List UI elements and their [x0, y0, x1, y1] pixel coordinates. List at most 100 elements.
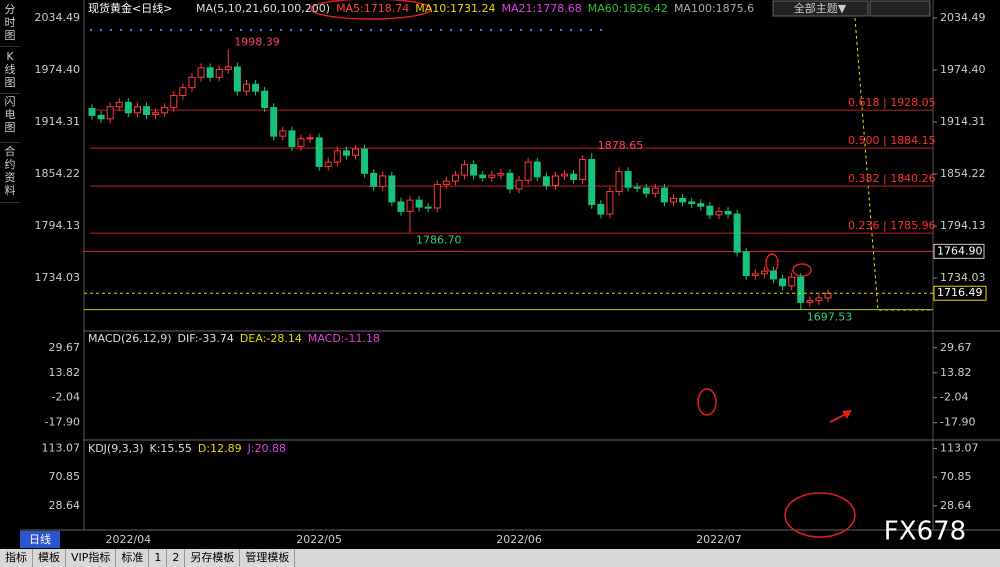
candle-body — [415, 199, 423, 208]
y-tick-label: 70.85 — [940, 470, 972, 483]
candle-body — [715, 210, 723, 216]
candle-body — [497, 172, 505, 176]
candle-body — [697, 203, 705, 207]
legend-text: MA21:1778.68 — [502, 2, 582, 15]
extreme-label: 1697.53 — [807, 311, 853, 324]
legend-text: DEA:-28.14 — [240, 332, 302, 345]
bottom-tab[interactable]: 2 — [167, 549, 186, 567]
candle-body — [806, 300, 814, 303]
sidebar-tab[interactable]: 分时图 — [0, 3, 20, 47]
price-box — [933, 243, 985, 259]
candle-body — [324, 161, 332, 167]
candle-body — [333, 150, 341, 163]
candle-body — [88, 107, 96, 116]
legend-text: MA10:1731.24 — [415, 2, 495, 15]
fib-label: 0.500 | 1884.15 — [848, 134, 936, 147]
y-tick-label: 29.67 — [49, 341, 81, 354]
extreme-label: 1998.39 — [234, 35, 280, 48]
candle-body — [315, 137, 323, 167]
candle-body — [224, 66, 232, 71]
y-tick-label: 1734.03 — [35, 271, 81, 284]
toolbar-icons[interactable] — [869, 0, 931, 17]
candle-body — [306, 137, 314, 140]
candle-body — [133, 106, 141, 114]
candle-body — [261, 90, 269, 109]
x-tick-label: 2022/05 — [296, 533, 342, 546]
candle-body — [588, 159, 596, 206]
y-tick-label: 113.07 — [42, 441, 81, 454]
fib-label: 0.382 | 1840.26 — [848, 172, 936, 185]
candle-body — [424, 206, 432, 209]
legend-text: MA60:1826.42 — [588, 2, 668, 15]
bottom-tab[interactable]: 管理模板 — [240, 549, 296, 567]
period-box[interactable] — [20, 531, 60, 548]
bottom-tab[interactable]: 标准 — [116, 549, 150, 567]
sidebar-tab[interactable]: 合约资料 — [0, 145, 20, 203]
candle-body — [406, 199, 414, 212]
candle-body — [352, 148, 360, 156]
y-tick-label: 1974.40 — [35, 63, 81, 76]
candle-body — [342, 150, 350, 156]
legend-text: KDJ(9,3,3) — [88, 442, 144, 455]
candle-body — [724, 210, 732, 215]
legend-text: D:12.89 — [198, 442, 242, 455]
candle-body — [233, 66, 241, 92]
y-tick-label: 29.67 — [940, 341, 972, 354]
bottom-tab[interactable]: 另存模板 — [185, 549, 241, 567]
sidebar-tab[interactable]: K线图 — [0, 50, 20, 94]
y-tick-label: 28.64 — [940, 499, 972, 512]
highlight-circle — [310, 0, 432, 20]
candle-body — [706, 205, 714, 216]
period-label[interactable]: 日线 — [29, 532, 51, 546]
y-tick-label: 28.64 — [49, 499, 81, 512]
y-tick-label: -17.90 — [45, 416, 80, 429]
candle-body — [270, 107, 278, 137]
candle-body — [760, 270, 768, 275]
candle-body — [606, 191, 614, 215]
y-tick-label: 13.82 — [940, 366, 972, 379]
candle-body — [560, 173, 568, 177]
current-price-label: 1716.49 — [937, 286, 983, 299]
sidebar-tab[interactable]: 闪电图 — [0, 95, 20, 143]
candle-body — [788, 276, 796, 287]
y-tick-label: 1914.31 — [940, 115, 986, 128]
highlight-circle — [697, 388, 717, 416]
candle-body — [461, 164, 469, 176]
candle-body — [488, 174, 496, 179]
y-tick-label: 1794.13 — [35, 219, 81, 232]
candle-body — [361, 148, 369, 174]
candle-body — [379, 175, 387, 187]
candle-body — [579, 159, 587, 180]
candle-body — [188, 76, 196, 89]
candle-body — [733, 213, 741, 253]
candle-body — [670, 197, 678, 203]
theme-button[interactable] — [772, 0, 869, 17]
y-tick-label: 113.07 — [940, 441, 979, 454]
y-tick-label: 70.85 — [49, 470, 81, 483]
y-tick-label: 1854.22 — [35, 167, 81, 180]
bottom-tab[interactable]: 1 — [149, 549, 168, 567]
candle-body — [143, 106, 151, 116]
price-box-label: 1764.90 — [937, 244, 983, 257]
fib-label: 0.236 | 1785.96 — [848, 219, 936, 232]
candle-body — [479, 174, 487, 179]
candle-body — [533, 161, 541, 178]
candle-body — [197, 67, 205, 78]
legend-text: MA100:1875.6 — [674, 2, 754, 15]
candle-body — [524, 161, 532, 181]
candle-body — [161, 107, 169, 114]
bottom-tab[interactable]: VIP指标 — [66, 549, 117, 567]
bottom-tab[interactable]: 模板 — [33, 549, 66, 567]
highlight-circle — [792, 263, 812, 277]
y-tick-label: 1734.03 — [940, 271, 986, 284]
candle-body — [651, 187, 659, 194]
candle-body — [97, 114, 105, 120]
x-tick-label: 2022/07 — [696, 533, 742, 546]
candle-body — [370, 172, 378, 187]
candle-body — [124, 101, 132, 114]
legend-text: MA5:1718.74 — [336, 2, 409, 15]
bottom-tab[interactable]: 指标 — [0, 549, 33, 567]
candle-body — [515, 179, 523, 190]
candle-body — [442, 180, 450, 186]
theme-button-label[interactable]: 全部主题▼ — [794, 1, 847, 15]
